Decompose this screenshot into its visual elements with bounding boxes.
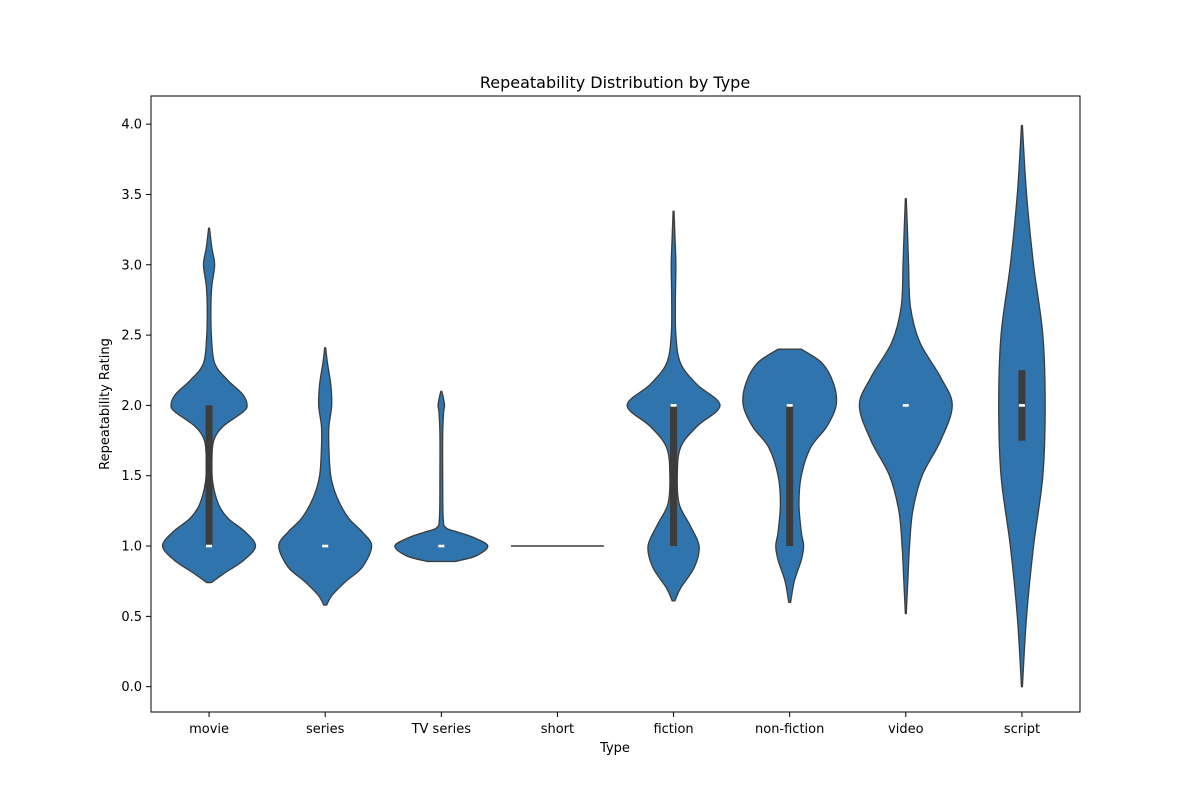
x-tick-label: TV series [411,722,472,737]
y-axis: 0.0 0.5 1.0 1.5 2.0 2.5 3.0 3.5 4.0 [121,118,151,695]
y-tick-label: 3.0 [121,258,142,273]
violin-body [394,390,489,563]
x-axis-label: Type [599,741,630,756]
y-tick-label: 4.0 [121,118,142,133]
violin-movie [161,227,257,584]
violin-iqr-box [670,405,678,547]
violin-median [1018,404,1025,407]
y-tick-label: 3.5 [121,188,142,203]
x-tick-label: fiction [653,722,693,737]
x-tick-label: video [888,722,924,737]
violins-layer [161,124,1046,688]
violin-series [278,347,373,606]
x-axis: movie series TV series short fiction non-fict… [189,712,1040,737]
x-tick-label: short [541,722,574,737]
y-tick-label: 0.5 [121,610,142,625]
violin-body [161,227,257,584]
violin-median [206,544,213,548]
chart-title: Repeatability Distribution by Type [480,73,750,92]
y-tick-label: 1.0 [121,540,142,555]
x-tick-label: movie [189,722,229,737]
violin-video [858,198,953,615]
violin-fiction [626,210,721,602]
x-tick-label: script [1004,722,1040,737]
violin-tv-series [394,390,489,563]
y-tick-label: 2.5 [121,329,142,344]
violin-median [670,404,677,407]
plot-frame [150,95,1081,713]
violin-median [902,404,909,407]
violin-body [278,347,373,606]
x-tick-label: series [306,722,345,737]
violin-median [786,404,793,407]
y-tick-label: 2.0 [121,399,142,414]
x-tick-label: non-fiction [755,722,824,737]
violin-median [322,544,329,548]
violin-iqr-box [786,405,794,547]
violin-script [998,124,1046,688]
violin-non-fiction [742,348,838,603]
y-axis-label: Repeatability Rating [98,338,113,470]
violin-iqr-box [205,405,213,547]
violin-median [438,544,445,548]
y-tick-label: 1.5 [121,469,142,484]
y-tick-label: 0.0 [121,680,142,695]
